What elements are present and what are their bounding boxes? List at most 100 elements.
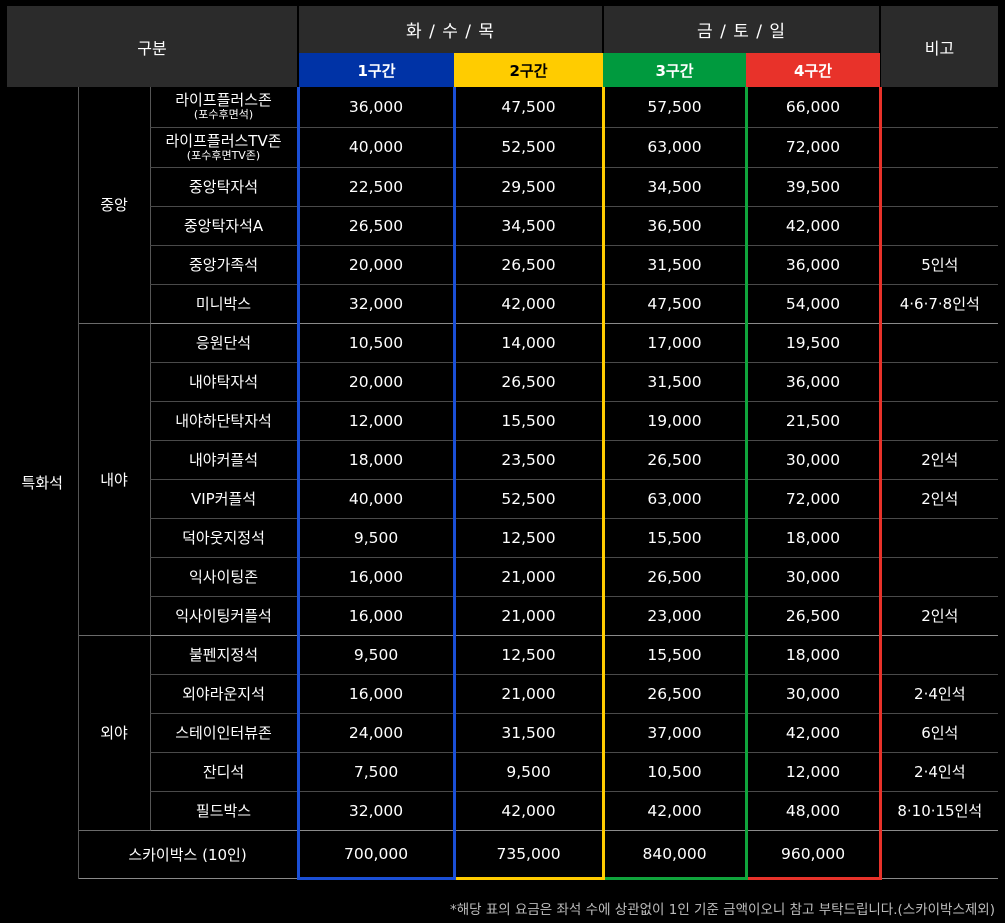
seat-name: VIP커플석 <box>149 479 299 519</box>
seat-note: 2·4인석 <box>880 674 999 714</box>
price-tier-1: 36,000 <box>296 87 456 128</box>
price-tier-2: 26,500 <box>452 362 605 402</box>
table-row: 외야 불펜지정석 9,500 12,500 15,500 18,000 <box>7 635 999 831</box>
price-tier-1: 22,500 <box>296 167 456 207</box>
table-body: 특화석 중앙 라이프플러스존 (포수후면석) 36,000 47,500 57,500 66,… <box>7 87 999 880</box>
price-tier-1: 9,500 <box>296 635 456 675</box>
seat-name: 불펜지정석 <box>149 635 299 675</box>
price-tier-1: 32,000 <box>296 791 456 831</box>
price-tier-3: 15,500 <box>601 518 748 558</box>
table-row: 내야하단탁자석 12,000 15,500 19,000 21,500 <box>7 401 999 441</box>
seat-name: 내야탁자석 <box>149 362 299 402</box>
price-tier-2: 12,500 <box>452 635 605 675</box>
price-tier-4: 30,000 <box>744 557 882 597</box>
seat-note <box>880 518 999 558</box>
price-tier-1: 24,000 <box>296 713 456 753</box>
price-tier-3: 31,500 <box>601 362 748 402</box>
seat-note: 2인석 <box>880 596 999 636</box>
seat-name: 중앙가족석 <box>149 245 299 285</box>
table-row: 스테이인터뷰존 24,000 31,500 37,000 42,000 6인석 <box>7 713 999 753</box>
price-tier-2: 29,500 <box>452 167 605 207</box>
price-tier-1: 16,000 <box>296 557 456 597</box>
price-tier-4: 36,000 <box>744 245 882 285</box>
price-tier-4: 19,500 <box>744 323 882 363</box>
price-tier-4: 12,000 <box>744 752 882 792</box>
price-tier-3: 10,500 <box>601 752 748 792</box>
price-tier-1: 7,500 <box>296 752 456 792</box>
price-tier-1: 32,000 <box>296 284 456 324</box>
seat-name: 스테이인터뷰존 <box>149 713 299 753</box>
table-row: 필드박스 32,000 42,000 42,000 48,000 8·10·15인석 <box>7 791 999 831</box>
seat-note: 2인석 <box>880 440 999 480</box>
seat-note: 2인석 <box>880 479 999 519</box>
table-row: 내야 응원단석 10,500 14,000 17,000 19,500 <box>7 323 999 636</box>
price-tier-4: 54,000 <box>744 284 882 324</box>
seat-note: 8·10·15인석 <box>880 791 999 831</box>
seat-name: 라이프플러스TV존 (포수후면TV존) <box>149 127 299 168</box>
price-tier-2: 52,500 <box>452 479 605 519</box>
seat-note <box>880 127 999 168</box>
price-tier-4: 42,000 <box>744 713 882 753</box>
table-row-skybox: 스카이박스 (10인) 700,000 735,000 840,000 960,000 <box>7 830 999 880</box>
seat-name-main: 라이프플러스TV존 <box>165 131 282 150</box>
category-label: 특화석 <box>7 87 79 878</box>
seat-note <box>880 167 999 207</box>
price-tier-4: 48,000 <box>744 791 882 831</box>
table-row: 특화석 중앙 라이프플러스존 (포수후면석) 36,000 47,500 57,500 66,… <box>7 87 999 878</box>
seat-name: 중앙탁자석A <box>149 206 299 246</box>
price-tier-2: 14,000 <box>452 323 605 363</box>
zone-label: 내야 <box>78 323 150 636</box>
price-tier-2: 9,500 <box>452 752 605 792</box>
price-tier-1: 9,500 <box>296 518 456 558</box>
seat-note <box>880 206 999 246</box>
seat-name: 필드박스 <box>149 791 299 831</box>
table-row: 익사이팅존 16,000 21,000 26,500 30,000 <box>7 557 999 597</box>
seat-note <box>880 362 999 402</box>
seat-name: 스카이박스 (10인) <box>77 830 299 879</box>
table-row: 내야탁자석 20,000 26,500 31,500 36,000 <box>7 362 999 402</box>
price-tier-2: 42,000 <box>452 791 605 831</box>
price-tier-3: 34,500 <box>601 167 748 207</box>
seat-note <box>880 635 999 675</box>
tier-3-header: 3구간 <box>603 53 747 87</box>
seat-name: 내야커플석 <box>149 440 299 480</box>
price-tier-3: 17,000 <box>601 323 748 363</box>
price-tier-3: 23,000 <box>601 596 748 636</box>
price-tier-1: 16,000 <box>296 674 456 714</box>
table-row: 덕아웃지정석 9,500 12,500 15,500 18,000 <box>7 518 999 558</box>
price-tier-4: 21,500 <box>744 401 882 441</box>
price-tier-4: 960,000 <box>744 830 882 880</box>
price-tier-2: 12,500 <box>452 518 605 558</box>
table-row: 중앙탁자석A 26,500 34,500 36,500 42,000 <box>7 206 999 246</box>
price-tier-3: 26,500 <box>601 557 748 597</box>
seat-name: 중앙탁자석 <box>149 167 299 207</box>
price-table: 구분 화 / 수 / 목 금 / 토 / 일 비고 1구간 2구간 3구간 4구… <box>7 6 999 880</box>
price-tier-4: 72,000 <box>744 479 882 519</box>
price-tier-1: 18,000 <box>296 440 456 480</box>
seat-name: 내야하단탁자석 <box>149 401 299 441</box>
seat-name-sub: (포수후면TV존) <box>186 148 261 162</box>
price-tier-4: 30,000 <box>744 674 882 714</box>
seat-note <box>880 87 999 128</box>
seat-name: 미니박스 <box>149 284 299 324</box>
seat-name: 잔디석 <box>149 752 299 792</box>
price-tier-2: 52,500 <box>452 127 605 168</box>
seat-note <box>880 401 999 441</box>
tier-1-header: 1구간 <box>298 53 455 87</box>
price-tier-3: 63,000 <box>601 127 748 168</box>
table-row: 내야커플석 18,000 23,500 26,500 30,000 2인석 <box>7 440 999 480</box>
price-tier-2: 21,000 <box>452 674 605 714</box>
seat-name-main: 라이프플러스존 <box>175 91 272 110</box>
price-tier-3: 37,000 <box>601 713 748 753</box>
price-tier-1: 20,000 <box>296 245 456 285</box>
seat-name: 응원단석 <box>149 323 299 363</box>
seat-name: 덕아웃지정석 <box>149 518 299 558</box>
price-tier-3: 26,500 <box>601 440 748 480</box>
seat-note: 2·4인석 <box>880 752 999 792</box>
table-row: 중앙가족석 20,000 26,500 31,500 36,000 5인석 <box>7 245 999 285</box>
seat-note <box>880 557 999 597</box>
seat-note: 4·6·7·8인석 <box>880 284 999 324</box>
price-tier-4: 42,000 <box>744 206 882 246</box>
header-note: 비고 <box>880 6 999 87</box>
price-tier-4: 66,000 <box>744 87 882 128</box>
